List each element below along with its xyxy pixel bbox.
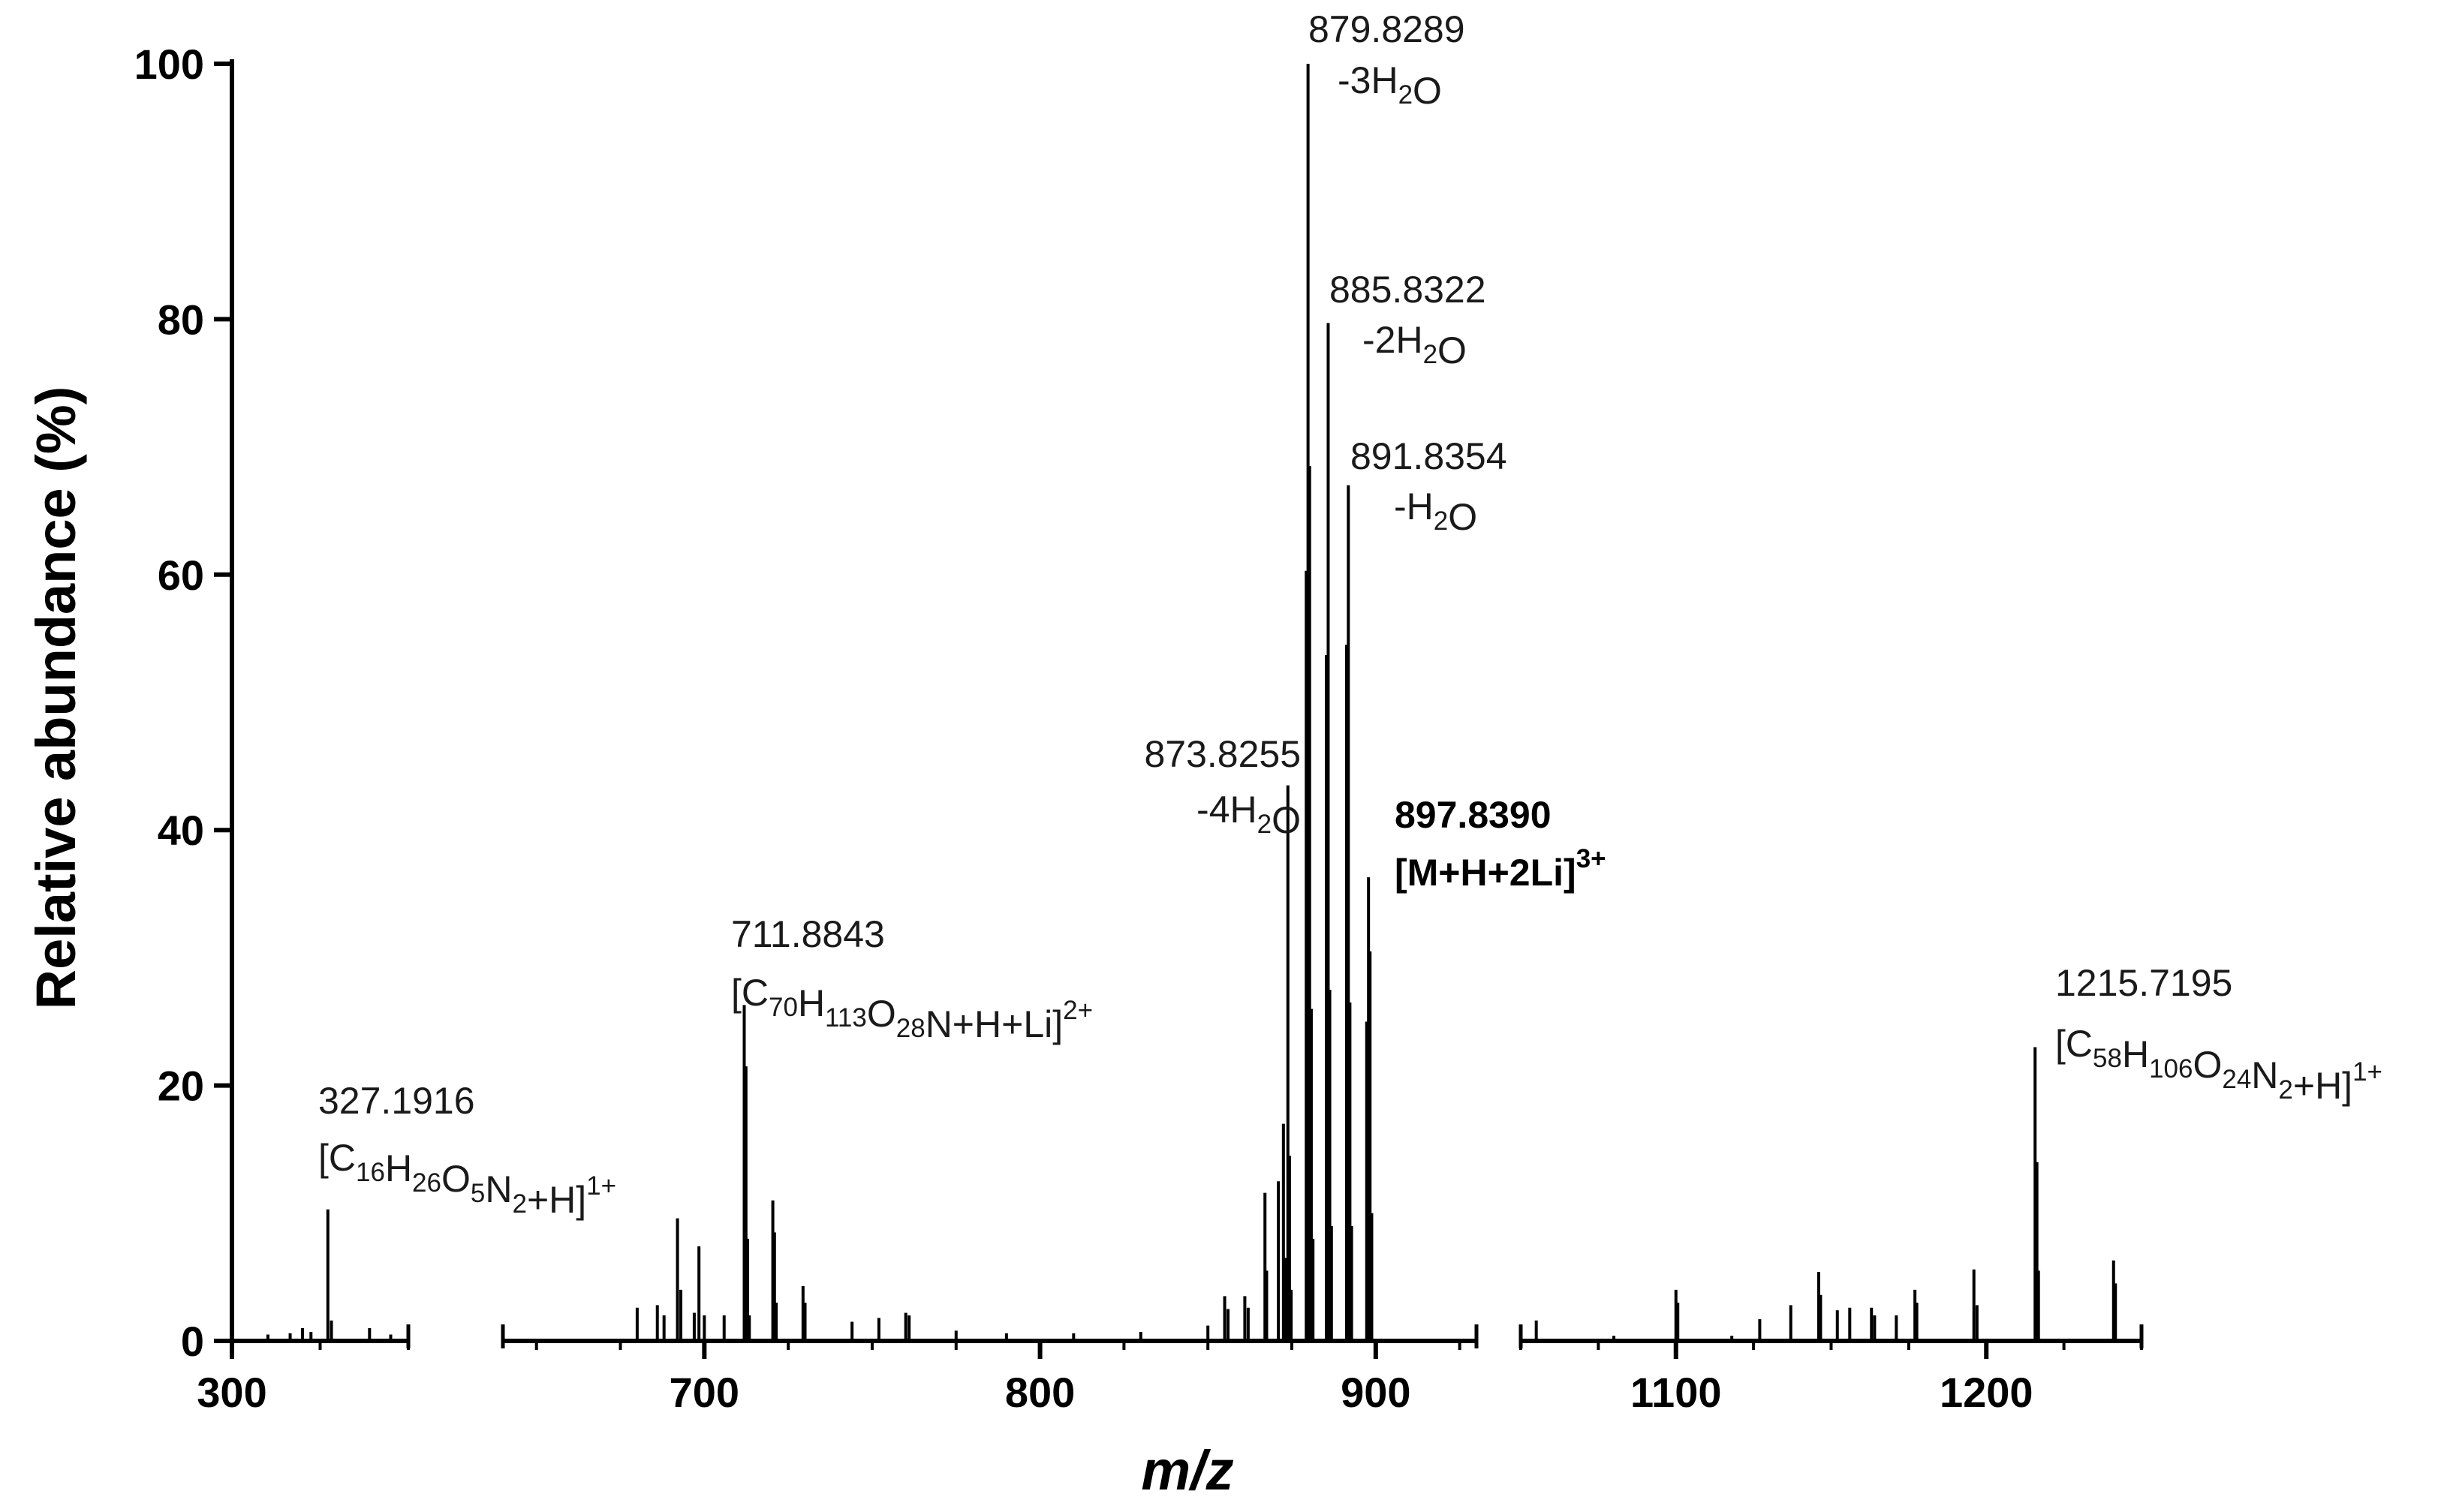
- x-tick-label: 1100: [1630, 1369, 1722, 1416]
- peak-ion-label: -H2O: [1394, 485, 1477, 538]
- x-tick-label: 300: [197, 1369, 266, 1416]
- x-axis-title: m/z: [1141, 1439, 1233, 1501]
- peak-ion-label: -2H2O: [1362, 319, 1467, 371]
- peak-mz-label: 885.8322: [1329, 269, 1486, 311]
- peak-ion-label: [C70H113O28N+H+Li]2+: [731, 972, 1093, 1045]
- peak-ion-label: -3H2O: [1338, 59, 1442, 112]
- peak-mz-label: 897.8390: [1395, 794, 1552, 836]
- x-tick-label: 1200: [1940, 1369, 2033, 1416]
- peak-ion-label: -4H2O: [1196, 789, 1301, 841]
- y-tick-label: 100: [134, 41, 204, 88]
- axes: 0 20 40 60 80 100 300 700 800 900 1100 1200: [134, 41, 2144, 1416]
- peak-ion-label: [M+H+2Li]3+: [1395, 844, 1606, 894]
- y-tick-label: 0: [181, 1318, 204, 1365]
- y-tick-label: 60: [158, 552, 204, 599]
- peak-mz-label: 1215.7195: [2055, 962, 2232, 1004]
- peak-mz-label: 873.8255: [1144, 733, 1301, 775]
- x-tick-label: 900: [1341, 1369, 1410, 1416]
- x-tick-label: 800: [1005, 1369, 1075, 1416]
- peak-series: [266, 64, 2117, 1341]
- peak-ion-label: [C58H106O24N2+H]1+: [2055, 1023, 2382, 1107]
- peak-mz-label: 879.8289: [1308, 8, 1465, 50]
- peak-mz-label: 891.8354: [1350, 435, 1507, 477]
- y-tick-label: 20: [158, 1063, 204, 1110]
- peak-mz-label: 327.1916: [318, 1080, 475, 1122]
- y-tick-label: 40: [158, 807, 204, 854]
- annotations: 327.1916 [C16H26O5N2+H]1+ 711.8843 [C70H113…: [318, 8, 2382, 1221]
- peak-ion-label: [C16H26O5N2+H]1+: [318, 1137, 616, 1221]
- y-axis-title: Relative abundance (%): [25, 386, 87, 1010]
- x-tick-label: 700: [670, 1369, 739, 1416]
- y-tick-label: 80: [158, 296, 204, 343]
- peak-mz-label: 711.8843: [731, 913, 885, 955]
